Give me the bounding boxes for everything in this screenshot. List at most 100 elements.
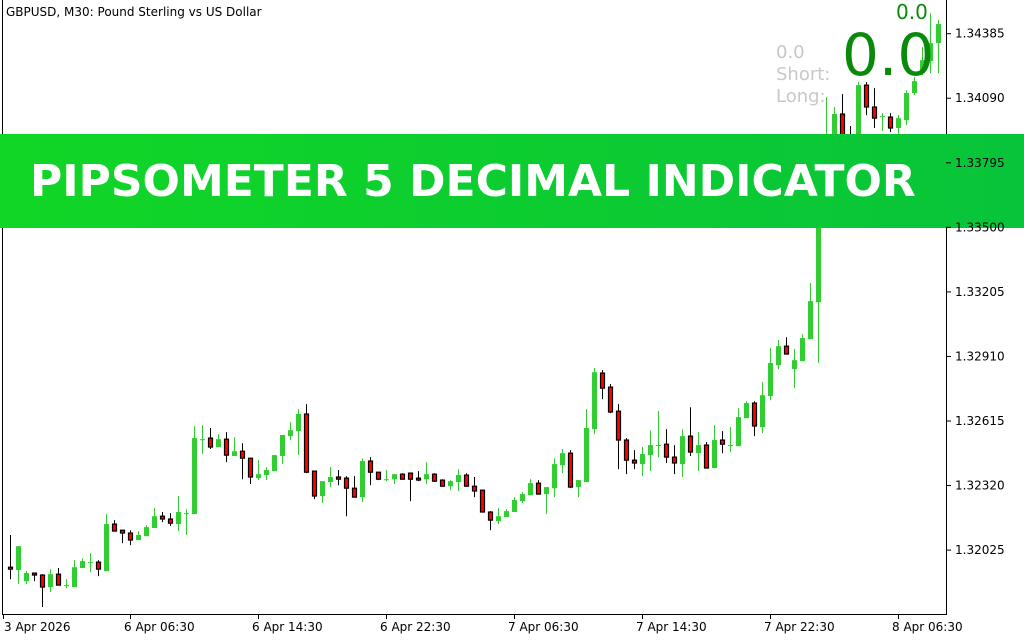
candle-body-bear	[111, 523, 118, 532]
candle	[528, 479, 533, 496]
candle	[392, 474, 397, 485]
candle-body-bull	[728, 445, 733, 447]
candle	[239, 443, 246, 480]
candle-body-bear	[159, 515, 166, 520]
candle	[496, 508, 501, 525]
candle	[24, 571, 29, 585]
candle-body-bull	[680, 436, 685, 465]
candle-body-bear	[351, 487, 358, 498]
candle	[360, 458, 365, 503]
candle-body-bear	[687, 435, 694, 453]
candle	[599, 370, 606, 400]
candle	[104, 514, 109, 572]
candle	[72, 560, 77, 588]
candle-body-bear	[703, 444, 710, 469]
candle	[367, 457, 374, 486]
candle	[127, 530, 134, 546]
candle-body-bear	[303, 413, 310, 473]
time-axis[interactable]: 3 Apr 2026 6 Apr 06:30 6 Apr 14:30 6 Apr 22…	[3, 614, 963, 634]
candle-body-bear	[375, 471, 382, 480]
candle	[719, 431, 726, 454]
candle-body-bear	[783, 345, 790, 355]
long-label: Long:	[776, 86, 826, 107]
candle-body-bull	[648, 445, 653, 456]
candle	[640, 447, 645, 477]
candle	[552, 458, 557, 498]
candle-body-bull	[104, 524, 109, 572]
candle	[184, 509, 189, 536]
candle-body-bull	[576, 480, 581, 488]
candle	[768, 348, 773, 401]
candle-body-bear	[471, 485, 478, 492]
candle-body-bear	[223, 438, 230, 456]
candle	[247, 457, 254, 485]
candle-body-bull	[384, 479, 389, 481]
candle-body-bear	[567, 452, 574, 488]
candle-body-bear	[343, 477, 350, 489]
candle-body-bull	[88, 562, 93, 564]
candle	[88, 553, 93, 573]
candle	[631, 450, 638, 470]
candle	[663, 429, 670, 464]
candle-body-bull	[144, 527, 149, 537]
candle	[200, 425, 205, 455]
candle-body-bear	[311, 470, 318, 497]
candle	[431, 473, 438, 483]
candle	[424, 462, 429, 485]
candle	[615, 404, 622, 470]
candle	[55, 568, 62, 586]
candle	[351, 476, 358, 498]
candle-body-bull	[456, 475, 461, 483]
candle	[728, 427, 733, 453]
candle	[415, 471, 422, 482]
candle	[912, 77, 917, 96]
pips-value-gray: 0.0	[776, 42, 805, 63]
candle-body-bear	[415, 477, 422, 481]
candle	[31, 572, 38, 582]
chart-title: GBPUSD, M30: Pound Sterling vs US Dollar	[6, 5, 262, 19]
candle-body-bear	[127, 532, 134, 541]
candle	[871, 88, 878, 129]
candle	[607, 384, 614, 414]
candle	[232, 437, 237, 457]
candle	[703, 442, 710, 469]
time-label: 6 Apr 22:30	[380, 620, 451, 634]
candle-body-bull	[792, 360, 797, 370]
candle-body-bull	[200, 439, 205, 441]
candle-body-bear	[463, 474, 470, 487]
candle-body-bear	[7, 566, 14, 570]
candle-body-bear	[631, 459, 638, 464]
candle	[512, 497, 517, 513]
candle-body-bear	[95, 561, 102, 570]
candle-body-bull	[424, 474, 429, 480]
candle-body-bull	[912, 81, 917, 93]
candle	[687, 407, 694, 457]
candle	[439, 479, 446, 487]
banner-text: PIPSOMETER 5 DECIMAL INDICATOR	[30, 155, 916, 207]
candle	[256, 460, 261, 481]
candle-body-bull	[272, 455, 277, 472]
candle-body-bear	[615, 410, 622, 441]
candle-body-bull	[512, 499, 517, 513]
candle	[880, 113, 885, 132]
candle-body-bear	[599, 372, 606, 389]
candle-body-bull	[776, 346, 781, 366]
candle	[887, 113, 894, 133]
candle-body-bull	[712, 440, 717, 469]
candle	[280, 435, 285, 465]
candle	[320, 481, 325, 504]
candle-body-bear	[247, 457, 254, 478]
candle-body-bear	[431, 473, 438, 482]
candle	[39, 574, 46, 607]
time-label: 6 Apr 06:30	[124, 620, 195, 634]
candle-body-bear	[367, 460, 374, 473]
candle	[800, 334, 805, 362]
candle	[487, 511, 494, 531]
time-label: 7 Apr 14:30	[636, 620, 707, 634]
candle	[928, 13, 933, 74]
candle-body-bull	[232, 451, 237, 457]
candle-body-bull	[800, 338, 805, 362]
candle-body-bull	[816, 190, 821, 303]
candle-body-bull	[360, 461, 365, 498]
